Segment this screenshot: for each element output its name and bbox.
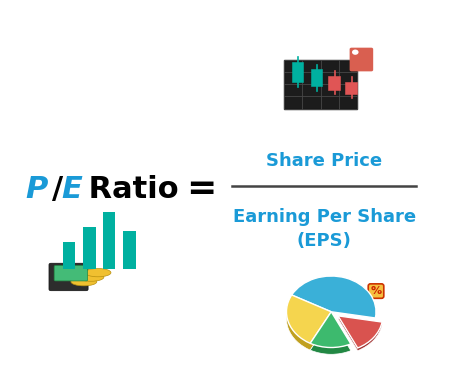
Text: %: % [371,286,382,296]
Wedge shape [286,302,331,350]
Text: E: E [62,175,82,204]
Bar [123,231,136,268]
Bar [63,242,75,268]
Bar [292,61,303,82]
FancyBboxPatch shape [54,266,88,281]
Wedge shape [338,318,382,351]
FancyBboxPatch shape [49,263,88,291]
Ellipse shape [71,277,97,286]
Bar [284,60,357,109]
Wedge shape [310,318,351,354]
Text: /: / [52,175,63,204]
Bar [103,212,116,268]
Ellipse shape [78,273,104,281]
Bar [346,81,357,94]
Wedge shape [286,295,331,343]
Text: Share Price: Share Price [266,152,382,170]
Ellipse shape [85,268,111,277]
Text: Ratio: Ratio [78,175,178,204]
Bar [311,69,322,86]
Text: P: P [25,175,47,204]
Bar [328,75,340,90]
Bar [83,227,96,268]
Wedge shape [310,312,351,348]
Text: Earning Per Share
(EPS): Earning Per Share (EPS) [233,208,416,250]
Wedge shape [292,276,376,318]
Circle shape [352,50,358,55]
Wedge shape [338,316,382,348]
Text: =: = [186,172,217,207]
FancyBboxPatch shape [350,48,373,71]
